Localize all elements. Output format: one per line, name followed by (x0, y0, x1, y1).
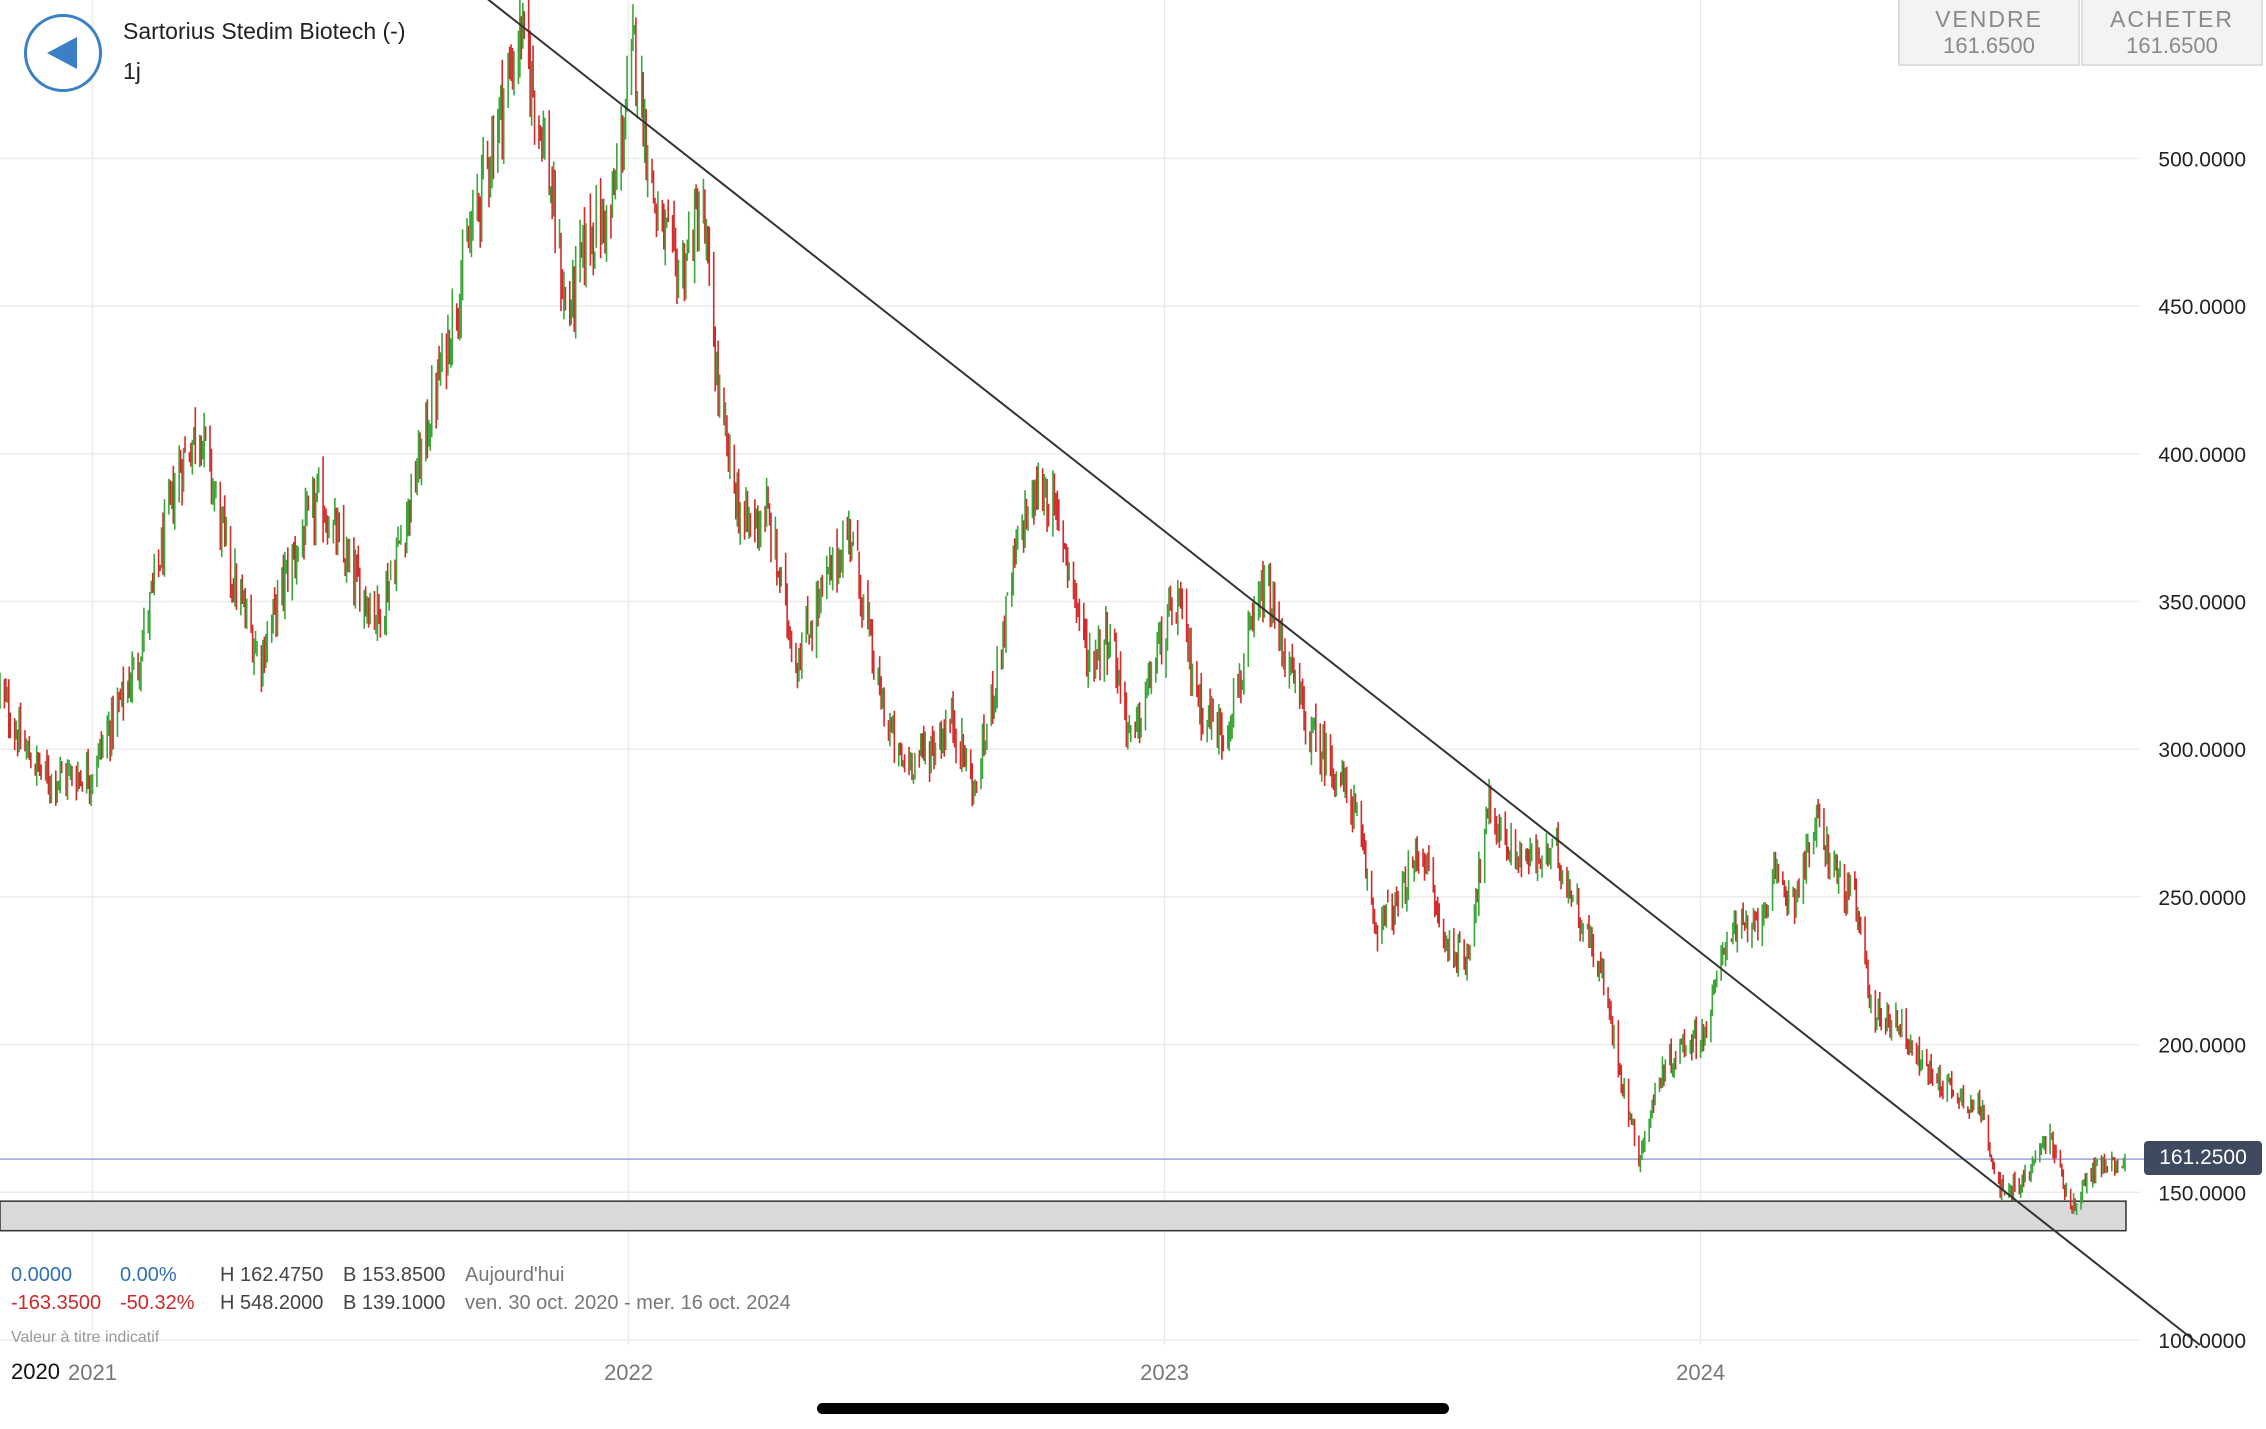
period-high: H 548.2000 (220, 1292, 324, 1314)
period-change: -163.3500 (11, 1292, 102, 1314)
buy-value: 161.6500 (2126, 33, 2218, 58)
y-axis-labels: 100.0000 150.0000 200.0000 250.0000 300.0000… (2158, 148, 2246, 1353)
sell-label: VENDRE (1935, 6, 2043, 32)
disclaimer: Valeur à titre indicatif (11, 1329, 160, 1346)
today-label: Aujourd'hui (465, 1264, 565, 1286)
descending-trendline[interactable] (472, 0, 2201, 1346)
buy-label: ACHETER (2110, 6, 2234, 32)
sell-value: 161.6500 (1943, 33, 2035, 58)
today-change-pct: 0.00% (120, 1264, 177, 1286)
y-tick-label: 250.0000 (2158, 887, 2246, 910)
today-change: 0.0000 (11, 1264, 73, 1286)
instrument-title: Sartorius Stedim Biotech (-) (123, 18, 406, 44)
home-indicator[interactable] (817, 1403, 1449, 1414)
x-tick-label: 2022 (604, 1360, 653, 1385)
x-label-first-year: 2020 (11, 1359, 60, 1384)
today-low: B 153.8500 (343, 1264, 446, 1286)
back-button[interactable] (24, 14, 102, 92)
period-change-pct: -50.32% (120, 1292, 195, 1314)
x-tick-label: 2023 (1140, 1360, 1189, 1385)
y-tick-label: 500.0000 (2158, 148, 2246, 171)
buy-button[interactable]: ACHETER 161.6500 (2081, 0, 2263, 66)
y-tick-label: 300.0000 (2158, 739, 2246, 762)
y-tick-label: 150.0000 (2158, 1182, 2246, 1205)
support-zone (0, 1200, 2127, 1232)
y-tick-label: 200.0000 (2158, 1035, 2246, 1058)
y-tick-label: 400.0000 (2158, 444, 2246, 467)
today-high: H 162.4750 (220, 1264, 324, 1286)
period-label: ven. 30 oct. 2020 - mer. 16 oct. 2024 (465, 1292, 791, 1314)
back-arrow-icon (47, 37, 77, 69)
sell-button[interactable]: VENDRE 161.6500 (1898, 0, 2080, 66)
x-tick-label: 2024 (1676, 1360, 1725, 1385)
y-tick-label: 350.0000 (2158, 592, 2246, 615)
x-tick-label: 2021 (68, 1360, 117, 1385)
x-axis-labels: 2021 2022 2023 2024 (68, 1360, 1725, 1385)
grid-lines (0, 0, 2140, 1345)
timeframe-label[interactable]: 1j (123, 58, 141, 84)
candles (0, 0, 2126, 1216)
current-price-tag: 161.2500 (2144, 1141, 2262, 1175)
period-low: B 139.1000 (343, 1292, 446, 1314)
y-tick-label: 450.0000 (2158, 296, 2246, 319)
y-tick-label: 100.0000 (2158, 1330, 2246, 1353)
